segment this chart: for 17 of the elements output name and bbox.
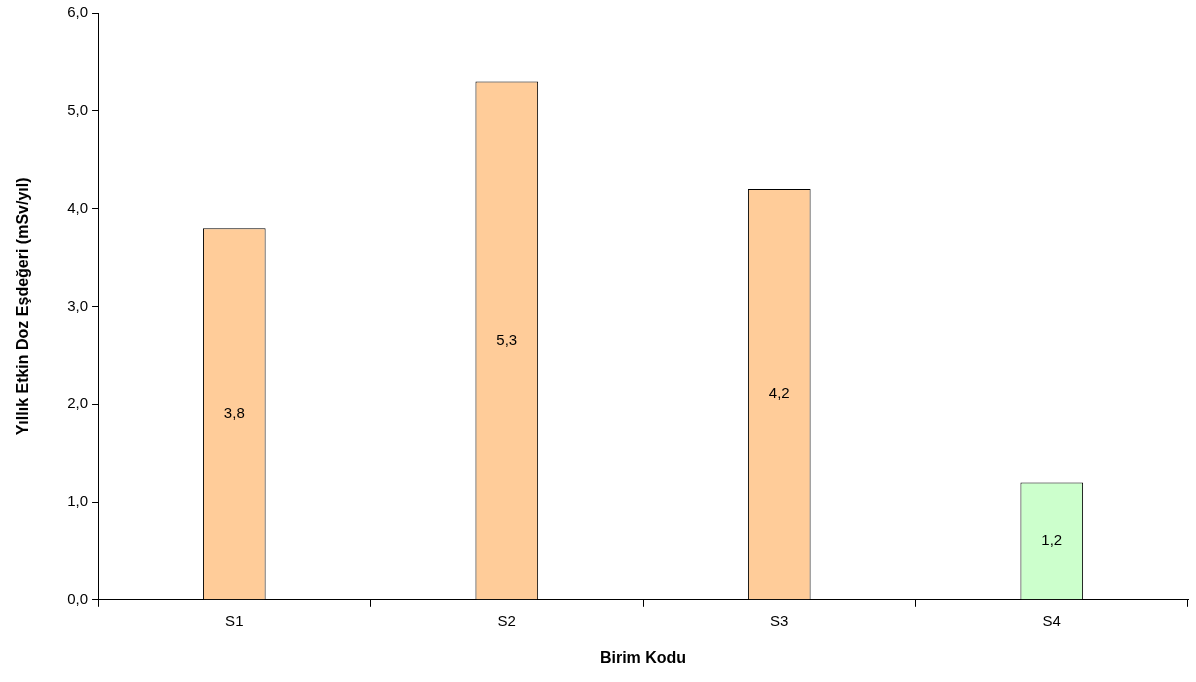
y-tick-label: 0,0	[67, 589, 89, 607]
y-tick-label: 6,0	[67, 3, 89, 21]
x-axis-title: Birim Kodu	[599, 648, 687, 666]
y-tick-label: 2,0	[67, 394, 89, 412]
data-label: 1,2	[1041, 531, 1063, 549]
y-tick-label: 1,0	[67, 492, 89, 510]
x-tick-label: S3	[770, 611, 789, 629]
y-tick-label: 3,0	[67, 296, 89, 314]
data-label: 5,3	[496, 330, 518, 348]
y-axis-title: Yıllık Etkin Doz Eşdeğeri (mSv/yıl)	[14, 177, 32, 436]
x-tick-label: S1	[225, 611, 244, 629]
x-tick-label: S2	[497, 611, 516, 629]
data-label: 4,2	[768, 384, 790, 402]
y-tick-label: 4,0	[67, 198, 89, 216]
y-tick-label: 5,0	[67, 100, 89, 118]
x-tick-label: S4	[1042, 611, 1061, 629]
data-label: 3,8	[223, 403, 245, 421]
